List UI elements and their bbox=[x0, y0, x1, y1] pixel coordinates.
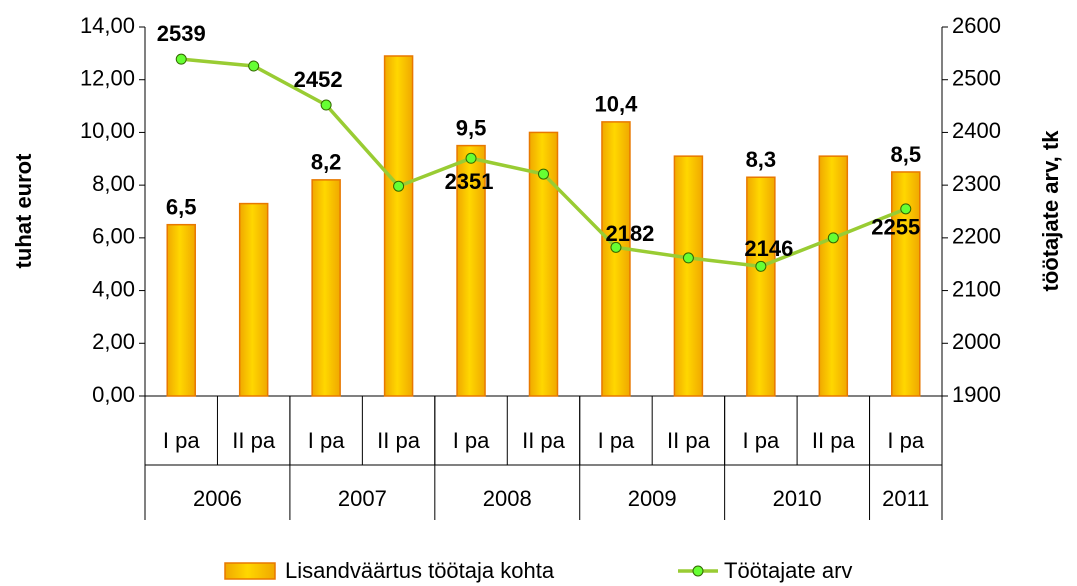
x-tick-label: I pa bbox=[598, 428, 635, 453]
x-tick-label: II pa bbox=[377, 428, 421, 453]
bar-value-label: 8,3 bbox=[746, 147, 777, 172]
bar bbox=[601, 121, 631, 397]
line-marker bbox=[465, 152, 477, 164]
x-tick-label: I pa bbox=[453, 428, 490, 453]
line-marker bbox=[175, 53, 187, 65]
bar bbox=[746, 176, 776, 397]
legend-line-marker bbox=[692, 565, 704, 577]
line-marker bbox=[248, 60, 260, 72]
line-value-label: 2255 bbox=[871, 215, 920, 240]
y-tick-label: 0,00 bbox=[92, 382, 135, 407]
legend-label: Töötajate arv bbox=[724, 558, 852, 583]
bar bbox=[166, 223, 196, 397]
bar-value-label: 8,5 bbox=[890, 142, 921, 167]
y-tick-label: 8,00 bbox=[92, 171, 135, 196]
x-tick-label: II pa bbox=[522, 428, 566, 453]
x-tick-label: II pa bbox=[812, 428, 856, 453]
bar-value-label: 6,5 bbox=[166, 194, 197, 219]
line-value-label: 2146 bbox=[744, 236, 793, 261]
y-tick-label: 10,00 bbox=[80, 118, 135, 143]
x-tick-label: I pa bbox=[887, 428, 924, 453]
y-tick-label: 12,00 bbox=[80, 66, 135, 91]
line-marker bbox=[682, 252, 694, 264]
y2-axis-title: töötajate arv, tk bbox=[1038, 130, 1063, 292]
y2-tick-label: 2500 bbox=[952, 66, 1001, 91]
group-label: 2008 bbox=[483, 486, 532, 511]
bar bbox=[238, 202, 269, 397]
y-tick-label: 6,00 bbox=[92, 224, 135, 249]
bar bbox=[818, 155, 849, 397]
line-marker bbox=[900, 203, 912, 215]
bar-value-label: 10,4 bbox=[595, 92, 639, 117]
bar bbox=[456, 144, 486, 397]
group-label: 2010 bbox=[773, 486, 822, 511]
y-tick-label: 4,00 bbox=[92, 276, 135, 301]
legend-bar-swatch bbox=[224, 562, 276, 580]
group-label: 2009 bbox=[628, 486, 677, 511]
line-marker bbox=[610, 241, 622, 253]
y-tick-label: 2,00 bbox=[92, 329, 135, 354]
y2-tick-label: 2300 bbox=[952, 171, 1001, 196]
line-value-label: 2182 bbox=[605, 221, 654, 246]
line-marker bbox=[320, 99, 332, 111]
bar bbox=[673, 155, 704, 397]
x-tick-label: II pa bbox=[232, 428, 276, 453]
y-tick-label: 14,00 bbox=[80, 13, 135, 38]
line-marker bbox=[538, 168, 549, 180]
y2-tick-label: 2600 bbox=[952, 13, 1001, 38]
y-axis-title: tuhat eurot bbox=[11, 153, 36, 269]
x-tick-label: I pa bbox=[163, 428, 200, 453]
x-tick-label: I pa bbox=[308, 428, 345, 453]
y2-tick-label: 2000 bbox=[952, 329, 1001, 354]
y2-tick-label: 2100 bbox=[952, 276, 1001, 301]
bar bbox=[311, 179, 341, 397]
group-label: 2006 bbox=[193, 486, 242, 511]
x-tick-label: II pa bbox=[667, 428, 711, 453]
group-label: 2007 bbox=[338, 486, 387, 511]
y2-tick-label: 2400 bbox=[952, 118, 1001, 143]
x-tick-label: I pa bbox=[743, 428, 780, 453]
y2-tick-label: 1900 bbox=[952, 382, 1001, 407]
line-marker bbox=[827, 232, 839, 244]
line-value-label: 2351 bbox=[445, 169, 494, 194]
line-value-label: 2539 bbox=[157, 21, 206, 46]
line-value-label: 2452 bbox=[294, 67, 343, 92]
bar bbox=[383, 55, 414, 397]
y2-tick-label: 2200 bbox=[952, 224, 1001, 249]
line-marker bbox=[393, 180, 405, 192]
bar-value-label: 8,2 bbox=[311, 150, 342, 175]
bar-value-label: 9,5 bbox=[456, 115, 487, 140]
legend-label: Lisandväärtus töötaja kohta bbox=[285, 558, 555, 583]
line-marker bbox=[755, 260, 767, 272]
group-label: 2011 bbox=[882, 486, 929, 511]
